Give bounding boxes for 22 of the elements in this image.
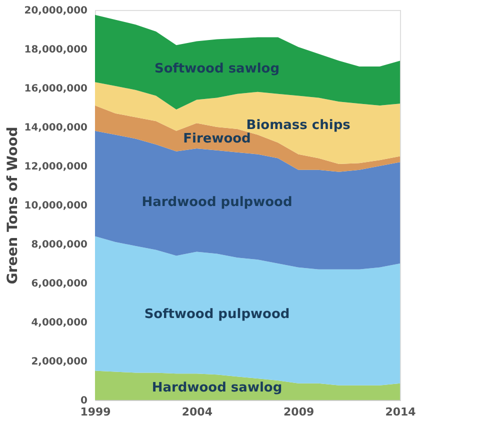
y-tick-label: 2,000,000: [31, 356, 88, 368]
series-label: Softwood sawlog: [154, 62, 280, 76]
y-tick-label: 6,000,000: [31, 278, 88, 290]
y-tick-label: 20,000,000: [24, 6, 88, 16]
y-tick-label: 0: [80, 396, 88, 406]
y-axis-title: Green Tons of Wood: [5, 126, 22, 284]
y-tick-label: 16,000,000: [24, 84, 88, 94]
series-label: Softwood pulpwood: [144, 307, 290, 322]
x-tick-label: 1999: [80, 406, 111, 418]
series-label: Firewood: [183, 132, 251, 147]
series-label: Hardwood sawlog: [152, 380, 282, 396]
x-tick-label: 2004: [182, 406, 213, 418]
series-label: Hardwood pulpwood: [142, 195, 292, 210]
series-label: Biomass chips: [246, 118, 351, 134]
y-tick-label: 14,000,000: [24, 122, 88, 134]
x-tick-label: 2009: [284, 406, 314, 418]
x-tick-label: 2014: [385, 406, 416, 418]
y-tick-label: 18,000,000: [24, 44, 88, 56]
y-tick-label: 10,000,000: [24, 200, 88, 212]
y-tick-label: 12,000,000: [24, 162, 88, 172]
y-tick-label: 4,000,000: [31, 318, 88, 328]
y-tick-label: 8,000,000: [31, 240, 88, 250]
